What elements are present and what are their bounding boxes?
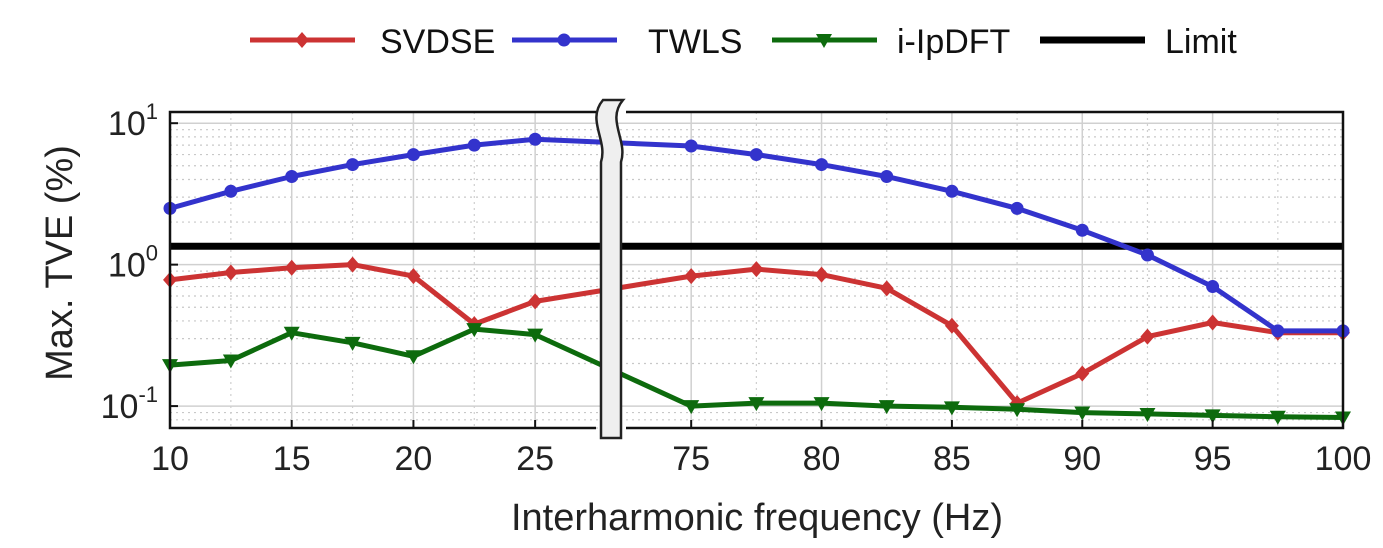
data-point	[878, 400, 895, 415]
data-point	[944, 317, 959, 334]
data-point	[814, 266, 829, 283]
axis-break-band	[595, 98, 626, 440]
data-point	[284, 259, 299, 276]
series-i-ipdft	[162, 323, 1351, 426]
data-point	[1269, 410, 1286, 425]
data-point	[405, 350, 422, 365]
data-point	[1075, 223, 1089, 237]
legend-label: i-IpDFT	[897, 23, 1010, 61]
data-point	[467, 138, 481, 152]
axis-break	[595, 98, 626, 440]
axis-frame-right	[626, 110, 1345, 430]
data-point	[223, 264, 238, 281]
data-point	[816, 34, 832, 48]
data-point	[1205, 314, 1220, 331]
x-tick-label: 10	[151, 440, 189, 478]
data-point	[1009, 403, 1026, 418]
x-tick-label: 90	[1063, 440, 1101, 478]
data-point	[285, 169, 299, 183]
legend-label: Limit	[1165, 23, 1237, 61]
data-point	[1271, 324, 1285, 338]
y-tick-label: 10-1	[101, 382, 158, 426]
data-point	[283, 326, 300, 341]
legend: SVDSE TWLS i-IpDFT Limit	[250, 23, 1237, 61]
legend-item-twls: TWLS	[512, 23, 742, 61]
data-point	[1204, 409, 1221, 424]
x-tick-label: 15	[273, 440, 311, 478]
data-point	[406, 268, 421, 285]
axes: 10-1 100 101 10 15 20 25 75 80 85 90 95 100	[101, 99, 1372, 478]
y-tick-label: 100	[108, 241, 158, 285]
data-point	[943, 401, 960, 416]
series-line	[169, 262, 1343, 406]
data-point	[1206, 280, 1220, 294]
data-point	[945, 184, 959, 198]
data-point	[345, 256, 360, 273]
x-tick-label: 95	[1194, 440, 1232, 478]
data-point	[224, 184, 238, 198]
y-axis-title: Max. TVE (%)	[39, 145, 81, 381]
data-point	[557, 33, 571, 47]
legend-label: TWLS	[648, 23, 742, 61]
series-layer	[162, 132, 1351, 426]
x-tick-label: 20	[395, 440, 433, 478]
data-point	[466, 323, 483, 338]
data-point	[1140, 328, 1155, 345]
data-point	[683, 400, 700, 415]
legend-item-limit: Limit	[1040, 23, 1237, 61]
data-point	[815, 158, 829, 172]
series-twls	[163, 132, 1350, 338]
data-point	[880, 169, 894, 183]
x-tick-label: 100	[1315, 440, 1372, 478]
data-point	[528, 132, 542, 146]
axis-frame-left	[168, 110, 596, 430]
data-point	[749, 261, 764, 278]
data-point	[684, 268, 699, 285]
data-point	[527, 328, 544, 343]
data-point	[1139, 407, 1156, 422]
data-point	[748, 397, 765, 412]
data-point	[528, 293, 543, 310]
data-point	[879, 280, 894, 297]
data-point	[813, 397, 830, 412]
data-point	[222, 354, 239, 369]
x-tick-label: 25	[516, 440, 554, 478]
y-tick-label: 101	[108, 99, 158, 143]
data-point	[406, 148, 420, 162]
data-point	[1140, 248, 1154, 262]
x-tick-label: 85	[933, 440, 971, 478]
legend-item-i-ipdft: i-IpDFT	[772, 23, 1010, 61]
legend-label: SVDSE	[380, 23, 495, 61]
series-line	[169, 326, 1344, 420]
x-axis-title: Interharmonic frequency (Hz)	[511, 497, 1003, 539]
series-line	[169, 136, 1343, 334]
data-point	[1075, 365, 1090, 382]
data-point	[344, 336, 361, 351]
x-tick-label: 75	[672, 440, 710, 478]
data-point	[1074, 406, 1091, 421]
data-point	[346, 158, 360, 172]
data-point	[749, 148, 763, 162]
data-point	[684, 139, 698, 153]
data-point	[1010, 201, 1024, 215]
legend-item-svdse: SVDSE	[250, 23, 495, 61]
data-point	[295, 32, 309, 48]
x-tick-label: 80	[803, 440, 841, 478]
